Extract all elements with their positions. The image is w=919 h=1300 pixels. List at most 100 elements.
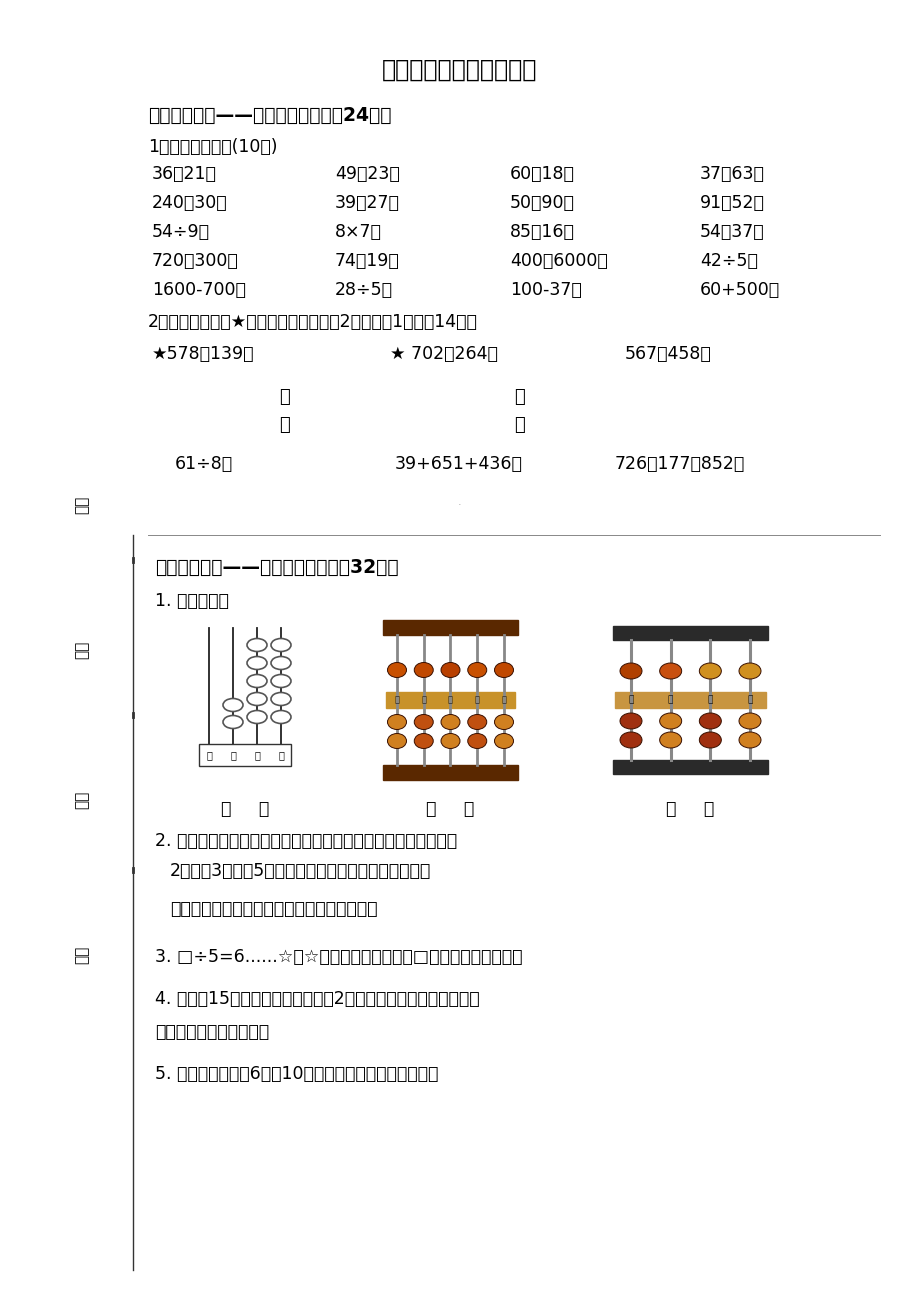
Ellipse shape [414, 715, 433, 729]
Text: 3. □÷5=6......☆，☆最大是（　　　），□最小是（　　　）。: 3. □÷5=6......☆，☆最大是（ ），□最小是（ ）。 [154, 948, 522, 966]
Text: 400＋6000＝: 400＋6000＝ [509, 252, 607, 270]
Text: 39+651+436＝: 39+651+436＝ [394, 455, 522, 473]
Bar [612, 760, 767, 774]
Ellipse shape [246, 675, 267, 688]
Text: 100-37＝: 100-37＝ [509, 281, 581, 299]
Bar [386, 692, 515, 708]
Text: 1. 看图写数。: 1. 看图写数。 [154, 592, 229, 610]
Text: 61÷8＝: 61÷8＝ [175, 455, 233, 473]
Text: 姓名: 姓名 [74, 641, 89, 659]
Ellipse shape [387, 715, 406, 729]
Text: （     ）: （ ） [221, 800, 269, 818]
Ellipse shape [467, 733, 486, 749]
Text: ★578＋139＝: ★578＋139＝ [152, 344, 255, 363]
Ellipse shape [271, 638, 290, 651]
Text: 2、竖式计算（带★题要验算）。（计算2分，验算1分，入14分）: 2、竖式计算（带★题要验算）。（计算2分，验算1分，入14分） [148, 313, 477, 332]
Text: 39－27＝: 39－27＝ [335, 194, 400, 212]
Ellipse shape [271, 693, 290, 706]
Text: 720－300＝: 720－300＝ [152, 252, 239, 270]
Text: 1、直接写出得数(10分): 1、直接写出得数(10分) [148, 138, 278, 156]
Bar [382, 764, 517, 780]
Text: 37＋63＝: 37＋63＝ [699, 165, 764, 183]
Bar [199, 744, 290, 766]
Ellipse shape [246, 711, 267, 724]
Text: 5. 分针在钟面上从6走到10，一共走了（　　　）分钟。: 5. 分针在钟面上从6走到10，一共走了（ ）分钟。 [154, 1065, 437, 1083]
Text: 二年级数学下册期末试卷: 二年级数学下册期末试卷 [382, 58, 537, 82]
Ellipse shape [222, 698, 243, 711]
Ellipse shape [467, 663, 486, 677]
Text: 验: 验 [514, 387, 525, 406]
Ellipse shape [414, 663, 433, 677]
Ellipse shape [738, 663, 760, 679]
Text: 百: 百 [667, 696, 673, 705]
Text: 54÷9＝: 54÷9＝ [152, 224, 210, 240]
Text: 万: 万 [394, 696, 399, 705]
Ellipse shape [271, 675, 290, 688]
Text: 千: 千 [206, 750, 211, 760]
Ellipse shape [222, 715, 243, 728]
Text: 算: 算 [279, 416, 290, 434]
Ellipse shape [440, 715, 460, 729]
Ellipse shape [494, 663, 513, 677]
Text: 千: 千 [628, 696, 633, 705]
Text: 验: 验 [279, 387, 290, 406]
Text: 学校: 学校 [74, 946, 89, 965]
Text: 个: 个 [501, 696, 506, 705]
Text: （     ）: （ ） [425, 800, 473, 818]
Text: 567－458＝: 567－458＝ [624, 344, 711, 363]
Text: 千: 千 [421, 696, 425, 705]
Text: 二、崭露头角——我会耐心地填。（32分）: 二、崭露头角——我会耐心地填。（32分） [154, 558, 398, 577]
Ellipse shape [698, 732, 720, 748]
Text: 个: 个 [746, 696, 752, 705]
Ellipse shape [698, 663, 720, 679]
Text: 算: 算 [514, 416, 525, 434]
Text: 4. 屋前朗15盆花，王大伯每次能搬2盆花，要将这些花都搬进屋子: 4. 屋前朗15盆花，王大伯每次能搬2盆花，要将这些花都搬进屋子 [154, 991, 479, 1008]
Ellipse shape [619, 663, 641, 679]
Ellipse shape [387, 663, 406, 677]
Text: 十: 十 [474, 696, 479, 705]
Text: 28÷5＝: 28÷5＝ [335, 281, 392, 299]
Ellipse shape [271, 656, 290, 670]
Ellipse shape [619, 732, 641, 748]
Text: 1600-700＝: 1600-700＝ [152, 281, 245, 299]
Ellipse shape [619, 712, 641, 729]
Ellipse shape [659, 663, 681, 679]
Ellipse shape [440, 663, 460, 677]
Ellipse shape [271, 711, 290, 724]
Text: 54＋37＝: 54＋37＝ [699, 224, 764, 240]
Text: ·: · [458, 500, 461, 510]
Text: 2. 最小的五位数是（　　　　），它里面有（　　　）个一百。: 2. 最小的五位数是（ ），它里面有（ ）个一百。 [154, 832, 457, 850]
Ellipse shape [738, 712, 760, 729]
Ellipse shape [738, 732, 760, 748]
Ellipse shape [659, 712, 681, 729]
Text: ，至少要搬（　　）次。: ，至少要搬（ ）次。 [154, 1023, 269, 1041]
Text: 2个千，3个百和5个一组成的数是（　　　　　　）。: 2个千，3个百和5个一组成的数是（ ）。 [170, 862, 431, 880]
Ellipse shape [440, 733, 460, 749]
Text: 最小的三位数比最小四位数少（　　　　）。: 最小的三位数比最小四位数少（ ）。 [170, 900, 377, 918]
Text: ★ 702－264＝: ★ 702－264＝ [390, 344, 497, 363]
Text: 学号: 学号 [74, 495, 89, 514]
Text: 85－16＝: 85－16＝ [509, 224, 574, 240]
Text: 8×7＝: 8×7＝ [335, 224, 381, 240]
Text: 班级: 班级 [74, 790, 89, 809]
Text: 一、小试牛刀——我要仔细地算。（24分）: 一、小试牛刀——我要仔细地算。（24分） [148, 107, 391, 125]
Text: 个: 个 [278, 750, 284, 760]
Ellipse shape [659, 732, 681, 748]
Text: 36＋21＝: 36＋21＝ [152, 165, 217, 183]
Ellipse shape [467, 715, 486, 729]
Ellipse shape [414, 733, 433, 749]
Text: 49＋23＝: 49＋23＝ [335, 165, 400, 183]
Text: 百: 百 [230, 750, 235, 760]
Text: （     ）: （ ） [665, 800, 713, 818]
Ellipse shape [246, 638, 267, 651]
Text: 十: 十 [707, 696, 712, 705]
Text: 74－19＝: 74－19＝ [335, 252, 400, 270]
Ellipse shape [246, 656, 267, 670]
Text: 91－52＝: 91－52＝ [699, 194, 764, 212]
Text: 42÷5＝: 42÷5＝ [699, 252, 757, 270]
Ellipse shape [698, 712, 720, 729]
Ellipse shape [494, 733, 513, 749]
Bar [382, 620, 517, 634]
Text: 60－18＝: 60－18＝ [509, 165, 574, 183]
Text: 726－177＋852＝: 726－177＋852＝ [614, 455, 744, 473]
